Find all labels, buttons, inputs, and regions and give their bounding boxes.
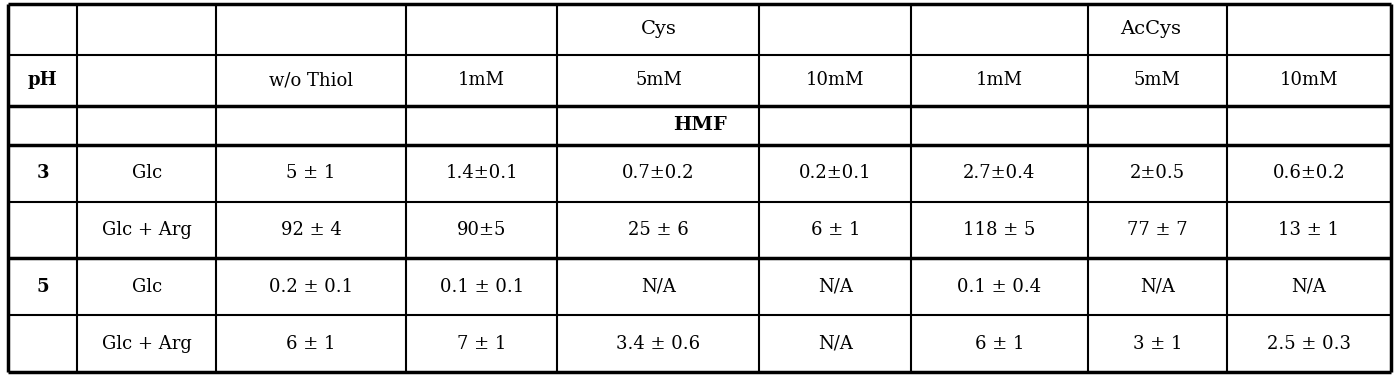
- Text: 7 ± 1: 7 ± 1: [457, 335, 506, 353]
- Text: 1mM: 1mM: [977, 71, 1023, 89]
- Text: 0.1 ± 0.4: 0.1 ± 0.4: [957, 278, 1041, 296]
- Text: 0.2 ± 0.1: 0.2 ± 0.1: [269, 278, 353, 296]
- Text: Glc + Arg: Glc + Arg: [102, 335, 192, 353]
- Text: 3 ± 1: 3 ± 1: [1133, 335, 1182, 353]
- Text: Glc: Glc: [132, 164, 162, 182]
- Text: 1mM: 1mM: [457, 71, 505, 89]
- Text: 6 ± 1: 6 ± 1: [287, 335, 336, 353]
- Text: 5 ± 1: 5 ± 1: [287, 164, 336, 182]
- Text: 13 ± 1: 13 ± 1: [1279, 221, 1339, 239]
- Text: 6 ± 1: 6 ± 1: [975, 335, 1024, 353]
- Text: pH: pH: [28, 71, 57, 89]
- Text: 77 ± 7: 77 ± 7: [1128, 221, 1188, 239]
- Text: Cys: Cys: [641, 20, 676, 38]
- Text: 10mM: 10mM: [1280, 71, 1339, 89]
- Text: 5mM: 5mM: [635, 71, 681, 89]
- Text: 3: 3: [36, 164, 49, 182]
- Text: N/A: N/A: [1140, 278, 1175, 296]
- Text: 0.6±0.2: 0.6±0.2: [1273, 164, 1346, 182]
- Text: 2.5 ± 0.3: 2.5 ± 0.3: [1267, 335, 1351, 353]
- Text: HMF: HMF: [673, 116, 726, 134]
- Text: N/A: N/A: [641, 278, 676, 296]
- Text: 5: 5: [36, 278, 49, 296]
- Text: w/o Thiol: w/o Thiol: [269, 71, 353, 89]
- Text: 118 ± 5: 118 ± 5: [964, 221, 1035, 239]
- Text: 5mM: 5mM: [1135, 71, 1181, 89]
- Text: 1.4±0.1: 1.4±0.1: [445, 164, 518, 182]
- Text: 0.7±0.2: 0.7±0.2: [623, 164, 695, 182]
- Text: 0.1 ± 0.1: 0.1 ± 0.1: [439, 278, 523, 296]
- Text: N/A: N/A: [818, 335, 853, 353]
- Text: 2±0.5: 2±0.5: [1130, 164, 1185, 182]
- Text: 3.4 ± 0.6: 3.4 ± 0.6: [617, 335, 701, 353]
- Text: 92 ± 4: 92 ± 4: [281, 221, 341, 239]
- Text: 25 ± 6: 25 ± 6: [628, 221, 688, 239]
- Text: N/A: N/A: [818, 278, 853, 296]
- Text: 2.7±0.4: 2.7±0.4: [964, 164, 1035, 182]
- Text: 6 ± 1: 6 ± 1: [810, 221, 860, 239]
- Text: AcCys: AcCys: [1121, 20, 1182, 38]
- Text: N/A: N/A: [1291, 278, 1326, 296]
- Text: 0.2±0.1: 0.2±0.1: [799, 164, 872, 182]
- Text: Glc + Arg: Glc + Arg: [102, 221, 192, 239]
- Text: 10mM: 10mM: [806, 71, 865, 89]
- Text: 90±5: 90±5: [457, 221, 506, 239]
- Text: Glc: Glc: [132, 278, 162, 296]
